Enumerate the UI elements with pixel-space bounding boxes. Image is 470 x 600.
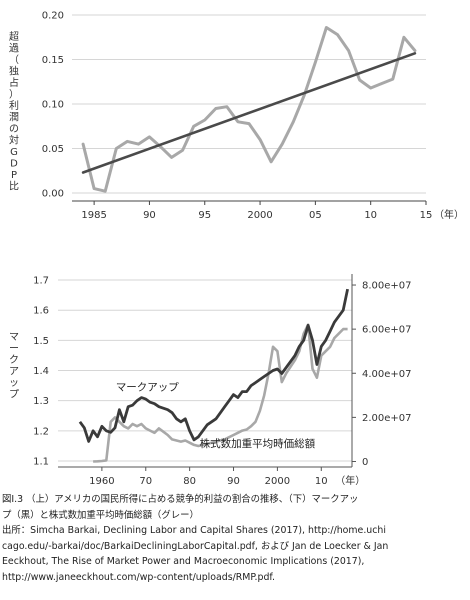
x-tick-label: 10 [315,476,328,487]
y-tick-label: 0.20 [42,11,64,22]
y-tick-label: 1.3 [33,396,49,407]
y-tick-label: 1.6 [33,306,49,317]
x-tick-label: 2000 [265,476,290,487]
y-tick-label: 1.4 [33,366,49,377]
profit-share-chart: 0.00 0.05 0.10 0.15 0.20 1985 90 95 2000 05 10 15 （年… [9,11,464,222]
x-tick-label: 80 [183,476,196,487]
y2-tick-label: 6.00e+07 [362,325,412,336]
x-axis-unit: （年） [335,474,365,487]
y-tick-label: 1.7 [33,276,49,287]
y-tick-label: 0.10 [42,100,64,111]
markup-chart: 1.1 1.2 1.3 1.4 1.5 1.6 1.7 0 2.00e+07 4.00e+07 6.… [9,274,412,487]
x-tick-label: 05 [309,210,322,221]
x-axis-unit: （年） [434,208,464,221]
x-tick-label: 10 [364,210,377,221]
market-cap-series-label: 株式数加重平均時価総額 [200,437,316,450]
x-tick-label: 15 [420,210,433,221]
y-tick-label: 1.2 [33,426,49,437]
y-tick-label: 1.1 [33,456,49,467]
caption-line: 出所：Simcha Barkai, Declining Labor and Ca… [2,525,386,536]
figure-caption: 図I.3 （上）アメリカの国民所得に占める競争的利益の割合の推移、（下）マークア… [2,492,468,585]
x-tick-label: 1960 [89,476,114,487]
x-tick-label: 1985 [81,210,106,221]
markup-line [78,288,349,443]
markup-series-label: マークアップ [116,382,179,394]
trend-line [81,52,417,174]
y2-tick-label: 8.00e+07 [362,281,412,292]
x-tick-label: 90 [227,476,240,487]
x-tick-label: 70 [139,476,152,487]
y-axis-title: マークアップ [9,332,19,401]
y2-tick-label: 0 [362,457,368,468]
x-tick-label: 2000 [247,210,272,221]
profit-share-line [81,26,417,193]
y-axis-title: 超過（独占）利潤の対 G D P 比 [9,30,19,193]
caption-line: 図I.3 （上）アメリカの国民所得に占める競争的利益の割合の推移、（下）マークア… [2,494,359,505]
caption-line: Eeckhout, The Rise of Market Power and M… [2,556,365,567]
caption-line: プ（黒）と株式数加重平均時価総額（グレー） [2,509,199,521]
x-tick-label: 95 [198,210,211,221]
x-tick-label: 90 [143,210,156,221]
caption-line: cago.edu/-barkai/doc/BarkaiDecliningLabo… [2,540,389,552]
y2-tick-label: 4.00e+07 [362,369,412,380]
y-tick-label: 0.00 [42,189,64,200]
y-tick-label: 0.05 [42,144,64,155]
y-tick-label: 1.5 [33,336,49,347]
y2-tick-label: 2.00e+07 [362,413,412,424]
y-tick-label: 0.15 [42,55,64,66]
caption-line: http://www.janeeckhout.com/wp-content/up… [2,571,276,583]
